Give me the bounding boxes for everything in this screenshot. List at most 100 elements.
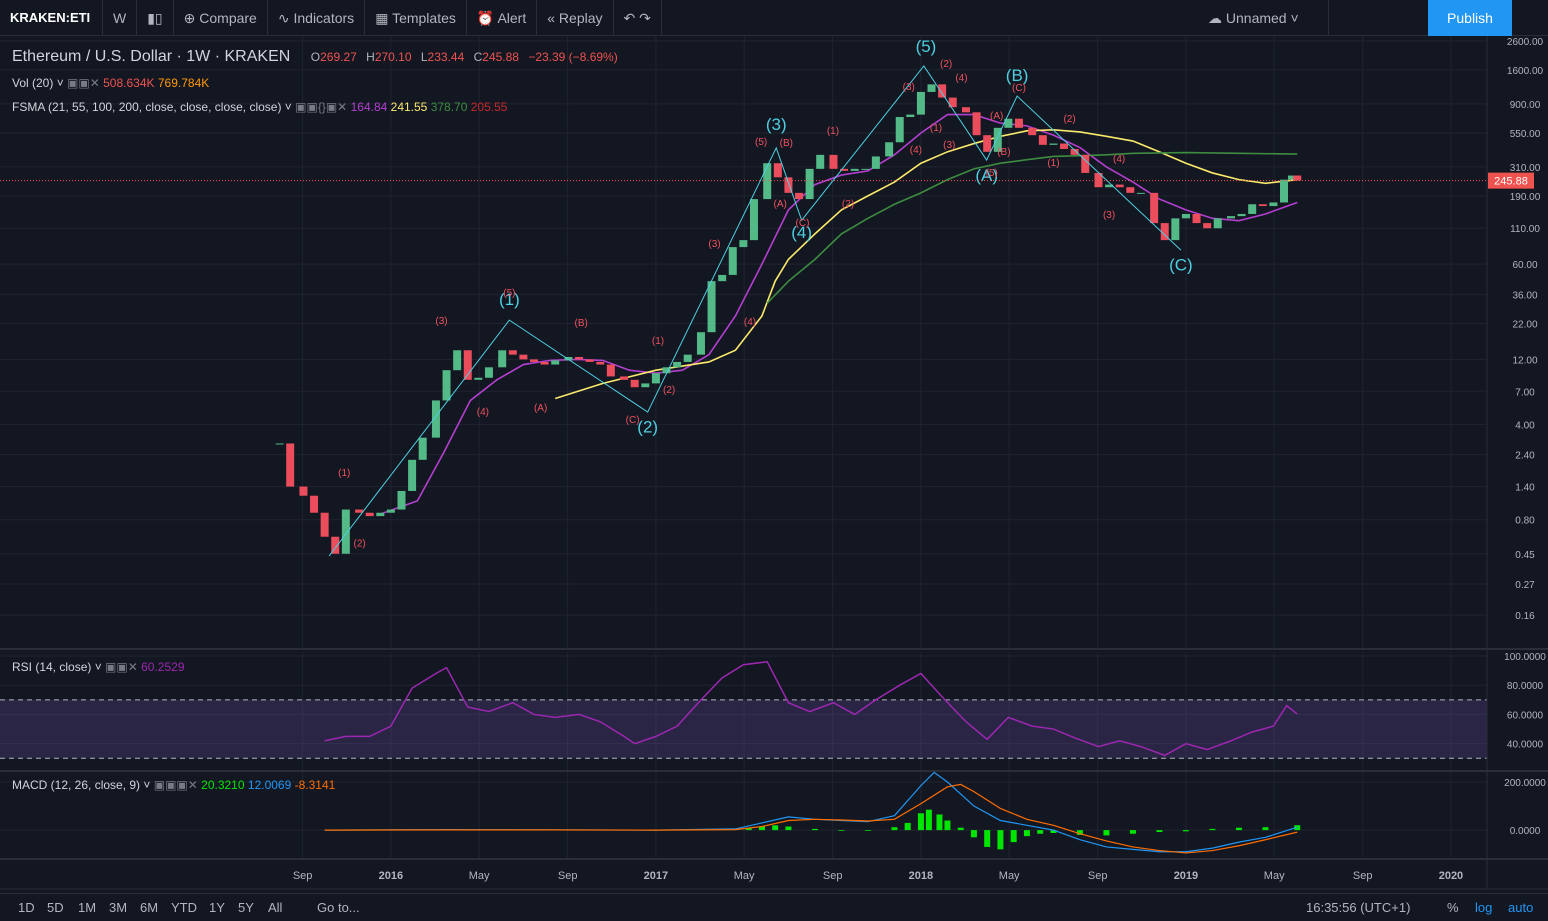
wave-line [328, 65, 1182, 557]
log-toggle[interactable]: log [1475, 900, 1493, 915]
histogram-bar [1156, 830, 1163, 833]
candle [1060, 143, 1069, 149]
candle [673, 361, 682, 368]
candle [397, 490, 406, 510]
candle [1049, 143, 1058, 145]
layout[interactable]: ☁ Unnamed ˅ [1198, 0, 1329, 36]
range-button[interactable]: 3M [109, 900, 128, 915]
wave-label: (2) [663, 385, 675, 396]
percent-toggle[interactable]: % [1447, 900, 1459, 915]
histogram-bar [1209, 828, 1216, 831]
candle [1115, 184, 1124, 188]
range-button[interactable]: 1Y [209, 900, 225, 915]
y-tick-label: 60.0000 [1507, 710, 1544, 721]
wave-label: (2) [1063, 114, 1075, 125]
rsi-legend: RSI (14, close) ˅ ▣▣✕ 60.2529 [12, 660, 185, 674]
candle [299, 486, 308, 496]
candle [564, 356, 573, 361]
wave-label: (A) [990, 111, 1003, 122]
c-label: C [473, 50, 483, 64]
legend-exchange: KRAKEN [224, 48, 291, 65]
wave-label: (5) [755, 137, 767, 148]
candle [463, 350, 472, 380]
candle [1070, 148, 1079, 155]
wave-label: (2) [354, 538, 366, 549]
wave-label: (B) [780, 138, 793, 149]
alert-label: Alert [497, 9, 527, 26]
wave-label: (4) [477, 407, 489, 418]
wave-label: (5) [503, 288, 515, 299]
range-button[interactable]: 1D [18, 900, 35, 915]
y-tick-label: 2600.00 [1507, 37, 1544, 48]
moving-average [766, 151, 1298, 304]
histogram-bar [891, 827, 898, 831]
publish-button[interactable]: Publish [1428, 0, 1512, 36]
wave-label: (C) [626, 415, 640, 426]
vol-name: Vol (20) [12, 76, 54, 90]
candle [508, 350, 517, 355]
compare[interactable]: ⊕ Compare [174, 0, 268, 36]
range-button[interactable]: 1M [78, 900, 97, 915]
interval[interactable]: W [103, 0, 138, 36]
auto-toggle[interactable]: auto [1508, 900, 1534, 915]
vol-value: 508.634K [103, 76, 155, 90]
rsi-band [0, 699, 1487, 759]
y-tick-label: 4.00 [1515, 420, 1535, 431]
histogram-bar [1010, 830, 1017, 843]
replay[interactable]: « Replay [537, 0, 614, 36]
candle [310, 495, 319, 513]
candle [1094, 172, 1103, 188]
y-tick-label: 1600.00 [1507, 66, 1544, 77]
wave-label: (1) [338, 468, 350, 479]
candle [1160, 223, 1169, 241]
wave-label: (2) [940, 59, 952, 70]
templates[interactable]: ▦ Templates [365, 0, 467, 36]
range-button[interactable]: 5Y [238, 900, 254, 915]
l-label: L [420, 50, 428, 64]
symbol-search[interactable]: KRAKEN:ETI [0, 0, 103, 36]
range-button[interactable]: YTD [171, 900, 197, 915]
macd-name: MACD (12, 26, close, 9) [12, 778, 141, 792]
candle [1203, 223, 1212, 229]
candle [795, 192, 804, 200]
y-tick-label: 7.00 [1515, 387, 1535, 398]
candle [983, 135, 992, 152]
alert[interactable]: ⏰ Alert [467, 0, 538, 36]
candle [749, 199, 758, 241]
wave-label: (3) [943, 140, 955, 151]
undo[interactable]: ↶ ↷ [614, 0, 662, 36]
goto-button[interactable]: Go to... [317, 900, 360, 915]
histogram-bar [1182, 830, 1189, 832]
histogram-bar [864, 830, 871, 831]
y-tick-label: 900.00 [1510, 100, 1541, 111]
candle [1014, 118, 1023, 128]
o-label: O [310, 50, 321, 64]
open-value: 269.27 [320, 50, 357, 64]
chart-style[interactable]: ▮▯ [137, 0, 174, 36]
range-button[interactable]: All [268, 900, 283, 915]
histogram-bar [838, 830, 845, 831]
y-tick-label: 0.45 [1515, 550, 1535, 561]
range-button[interactable]: 6M [140, 900, 159, 915]
histogram-bar [1235, 827, 1242, 831]
wave-label: (4) [955, 73, 967, 84]
macd-value: 12.0069 [247, 778, 292, 792]
candle [431, 400, 440, 438]
y-tick-label: 36.00 [1512, 290, 1537, 301]
price-label: 245.88 [1494, 176, 1528, 188]
wave-label: (2) [842, 199, 854, 210]
candle [341, 509, 350, 554]
wave-label: (4) [910, 145, 922, 156]
candle [840, 168, 849, 171]
candle [739, 240, 748, 248]
macd-line [324, 783, 1298, 854]
wave-label: (1) [652, 336, 664, 347]
price-label-box [1488, 172, 1534, 189]
x-tick-label: Sep [558, 870, 578, 882]
wave-label: (5) [986, 168, 998, 179]
indicators[interactable]: ∿ Indicators [268, 0, 366, 36]
candle [1237, 213, 1246, 217]
wave-label: (A) [975, 166, 998, 185]
range-button[interactable]: 5D [47, 900, 64, 915]
y-tick-label: 40.0000 [1507, 740, 1544, 751]
